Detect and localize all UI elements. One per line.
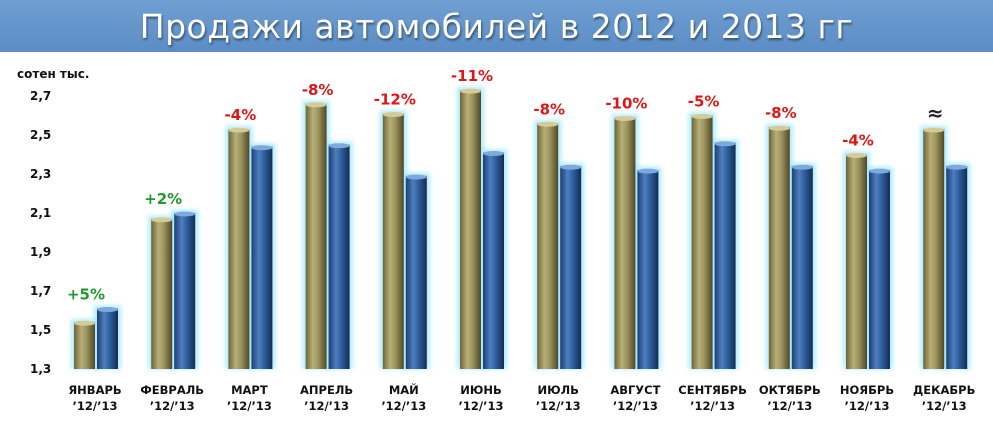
bar-2013-top	[483, 151, 504, 157]
x-category-label: МАРТ	[231, 383, 268, 397]
x-category-sublabel: ’12/’13	[536, 399, 581, 413]
x-category-label: ДЕКАБРЬ	[913, 383, 975, 397]
x-category-sublabel: ’12/’13	[459, 399, 504, 413]
bar-2012-top	[382, 112, 404, 118]
bar-2012	[846, 154, 867, 369]
y-tick-label: 2,1	[30, 206, 51, 220]
bar-2013	[174, 213, 196, 369]
bar-2013	[714, 142, 736, 369]
title-bar: Продажи автомобилей в 2012 и 2013 гг	[0, 0, 993, 52]
bar-2013	[946, 166, 968, 369]
bar-2013	[869, 170, 890, 369]
x-category-label: МАЙ	[389, 382, 419, 397]
bar-2012-top	[74, 320, 95, 326]
y-tick-label: 1,7	[30, 284, 51, 298]
bar-2012	[74, 322, 95, 369]
bar-2012	[537, 123, 559, 369]
bar-2013-top	[174, 211, 196, 217]
x-category-label: ЯНВАРЬ	[68, 383, 121, 397]
bar-2013	[637, 170, 659, 369]
x-category-sublabel: ’12/’13	[381, 399, 426, 413]
change-percent-label: ≈	[927, 101, 944, 125]
x-category-sublabel: ’12/’13	[304, 399, 349, 413]
bar-2013	[97, 308, 118, 369]
bar-2012	[305, 103, 327, 370]
x-category-sublabel: ’12/’13	[613, 399, 658, 413]
bar-2013	[791, 166, 813, 369]
bar-2012-top	[151, 217, 173, 223]
change-percent-label: -8%	[533, 100, 565, 118]
y-tick-label: 1,3	[30, 362, 51, 376]
x-category-label: ИЮНЬ	[460, 383, 502, 397]
bar-2013-top	[946, 164, 968, 170]
x-category-label: ФЕВРАЛЬ	[140, 383, 204, 397]
bar-2013-top	[560, 164, 582, 170]
x-category-label: ИЮЛЬ	[537, 383, 578, 397]
change-percent-label: -12%	[374, 91, 416, 109]
bar-2012-top	[846, 153, 867, 158]
y-axis-label: сотен тыс.	[17, 67, 89, 81]
bar-chart: сотен тыс. 1,3 1,5 1,7 1,9 2,1 2,3 2,5 2,7 ЯНВА…	[17, 67, 975, 413]
bar-2013-top	[405, 174, 427, 180]
bar-2013	[251, 146, 273, 369]
bar-2012-top	[923, 127, 945, 133]
change-percent-label: -11%	[451, 67, 493, 85]
bar-2013	[328, 144, 350, 369]
change-percent-label: -4%	[842, 132, 874, 150]
x-category-label: АВГУСТ	[610, 383, 660, 397]
x-category-sublabel: ’12/’13	[690, 399, 735, 413]
bar-2013-top	[869, 168, 890, 174]
bar-2013-top	[637, 168, 659, 174]
change-percent-label: -8%	[765, 104, 797, 122]
bar-2012	[228, 129, 250, 369]
chart-title: Продажи автомобилей в 2012 и 2013 гг	[139, 6, 854, 46]
y-tick-label: 2,5	[30, 128, 51, 142]
bar-2012	[691, 115, 713, 369]
x-category-label: НОЯБРЬ	[840, 383, 894, 397]
x-category-sublabel: ’12/’13	[150, 399, 195, 413]
bar-2013	[483, 152, 504, 369]
change-percent-label: -4%	[225, 106, 257, 124]
bar-2013-top	[791, 164, 813, 170]
change-percent-label: -8%	[302, 81, 334, 99]
x-category-sublabel: ’12/’13	[767, 399, 812, 413]
x-category-sublabel: ’12/’13	[845, 399, 890, 413]
bar-2012-top	[691, 114, 713, 119]
y-tick-label: 2,3	[30, 167, 51, 181]
bar-2012	[382, 113, 404, 369]
y-tick-label: 1,9	[30, 245, 51, 259]
change-percent-label: +2%	[144, 190, 182, 208]
bar-2012	[460, 90, 481, 370]
x-category-sublabel: ’12/’13	[922, 399, 967, 413]
bar-2012-top	[305, 102, 327, 108]
x-category-label: АПРЕЛЬ	[300, 383, 353, 397]
bar-2013-top	[714, 141, 736, 147]
x-category-label: ОКТЯБРЬ	[759, 383, 821, 397]
bar-2013-top	[328, 143, 350, 149]
y-tick-label: 2,7	[30, 89, 51, 103]
change-percent-label: +5%	[67, 286, 105, 304]
bar-2013	[560, 166, 582, 369]
bar-2012	[614, 117, 636, 369]
x-category-sublabel: ’12/’13	[227, 399, 272, 413]
y-tick-label: 1,5	[30, 323, 51, 337]
bar-2012-top	[614, 115, 636, 121]
change-percent-label: -10%	[605, 94, 647, 112]
x-category-sublabel: ’12/’13	[73, 399, 118, 413]
bar-2013-top	[97, 307, 118, 313]
x-category-label: СЕНТЯБРЬ	[678, 383, 747, 397]
bar-2012	[768, 127, 790, 369]
change-percent-label: -5%	[688, 93, 720, 111]
bar-2012	[923, 129, 945, 369]
bar-2012-top	[768, 125, 790, 131]
bar-2012-top	[228, 127, 250, 133]
bar-2013-top	[251, 145, 273, 151]
bar-2012-top	[537, 121, 559, 127]
bar-2012-top	[460, 88, 481, 94]
bar-2012	[151, 218, 173, 369]
bar-2013	[405, 175, 427, 369]
